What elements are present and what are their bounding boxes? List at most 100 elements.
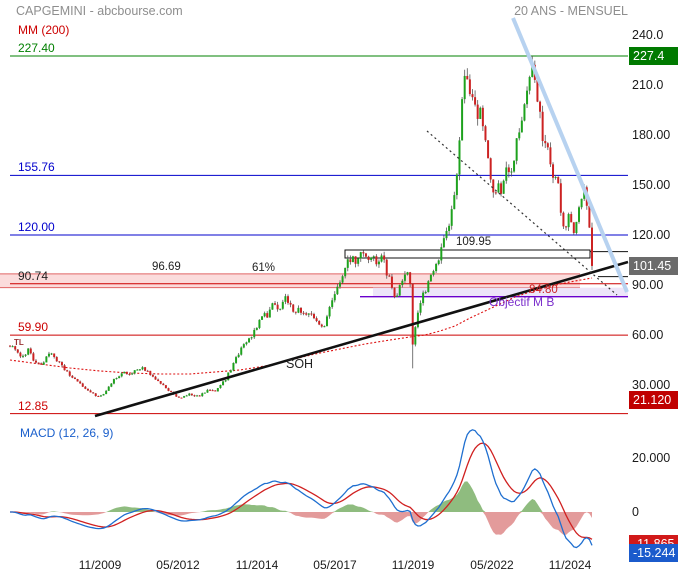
candle-body bbox=[323, 326, 326, 328]
candle-body bbox=[154, 376, 157, 380]
candle-body bbox=[24, 354, 27, 356]
candle-body bbox=[370, 257, 373, 261]
candle-body bbox=[279, 308, 282, 310]
candle-body bbox=[351, 256, 354, 263]
price-level-label: 12.85 bbox=[18, 398, 49, 413]
price-level-label: 90.74 bbox=[18, 268, 49, 283]
candle-body bbox=[559, 183, 562, 213]
candle-body bbox=[437, 260, 440, 264]
candle-body bbox=[507, 167, 510, 173]
candle-body bbox=[341, 276, 344, 283]
candle-body bbox=[219, 385, 222, 389]
candle-body bbox=[170, 390, 173, 392]
annotation-84-80: 84.80 bbox=[529, 284, 558, 296]
macd-axis-tick: 0 bbox=[632, 505, 639, 519]
candle-body bbox=[396, 295, 399, 297]
candle-body bbox=[190, 393, 193, 396]
candle-body bbox=[520, 120, 523, 133]
candle-body bbox=[526, 90, 529, 105]
candle-body bbox=[474, 97, 477, 105]
candle-body bbox=[144, 367, 147, 371]
candle-body bbox=[367, 256, 370, 261]
candle-body bbox=[481, 107, 484, 127]
ath-badge: 227.4 bbox=[629, 47, 678, 65]
candle-body bbox=[229, 370, 232, 373]
candle-body bbox=[554, 176, 557, 178]
candle-body bbox=[510, 171, 513, 173]
candle-body bbox=[235, 357, 238, 363]
candle-body bbox=[570, 214, 573, 223]
candle-body bbox=[546, 143, 549, 148]
candle-body bbox=[476, 104, 479, 119]
candle-body bbox=[76, 379, 79, 382]
candle-body bbox=[492, 179, 495, 193]
candle-body bbox=[572, 222, 575, 233]
price-level-label: 59.90 bbox=[18, 320, 49, 335]
candle-body bbox=[513, 160, 516, 172]
candle-body bbox=[479, 107, 482, 119]
candle-body bbox=[320, 324, 323, 327]
candle-body bbox=[588, 205, 591, 228]
candle-body bbox=[385, 259, 388, 276]
candle-body bbox=[364, 253, 367, 257]
macd-histogram-negative bbox=[10, 512, 592, 535]
price-level-label: 227.40 bbox=[18, 41, 55, 55]
candle-body bbox=[58, 361, 61, 363]
candle-body bbox=[333, 294, 336, 301]
candle-body bbox=[14, 346, 17, 350]
candle-body bbox=[276, 304, 279, 310]
low-level-badge: 21.120 bbox=[629, 390, 678, 409]
candle-body bbox=[578, 207, 581, 222]
candle-body bbox=[411, 284, 414, 345]
price-axis-tick: 240.0 bbox=[632, 28, 664, 42]
candle-body bbox=[489, 158, 492, 180]
candle-body bbox=[196, 395, 199, 397]
candle-body bbox=[274, 303, 277, 305]
candle-body bbox=[487, 140, 490, 159]
candle-body bbox=[383, 255, 386, 260]
candle-body bbox=[115, 378, 118, 380]
candle-body bbox=[146, 370, 149, 372]
candle-body bbox=[37, 362, 40, 364]
candle-body bbox=[453, 195, 456, 210]
candle-body bbox=[206, 389, 209, 393]
candle-body bbox=[289, 302, 292, 305]
last-price-badge: 101.45 bbox=[629, 256, 678, 275]
candle-body bbox=[429, 274, 432, 282]
candle-body bbox=[591, 227, 593, 266]
candle-body bbox=[471, 94, 474, 98]
candle-body bbox=[500, 183, 503, 194]
candle-body bbox=[32, 353, 35, 361]
objective-zone bbox=[373, 287, 628, 297]
price-axis-tick: 180.00 bbox=[632, 128, 671, 142]
candle-body bbox=[354, 256, 357, 264]
annotation-soh: SOH bbox=[286, 357, 314, 371]
candle-body bbox=[177, 396, 180, 398]
price-axis-tick: 120.00 bbox=[632, 228, 671, 242]
candle-body bbox=[294, 311, 297, 313]
candle-body bbox=[21, 355, 24, 357]
candle-body bbox=[409, 272, 412, 285]
candle-body bbox=[105, 390, 108, 395]
candle-body bbox=[442, 238, 445, 248]
candle-body bbox=[393, 287, 396, 297]
candle-body bbox=[157, 379, 160, 382]
candle-body bbox=[336, 286, 339, 295]
x-axis-label: 05/2012 bbox=[156, 558, 200, 572]
annotation-objectif-m-b: Objectif M B bbox=[489, 295, 555, 309]
candle-body bbox=[312, 314, 315, 319]
candle-body bbox=[216, 388, 219, 392]
candle-body bbox=[253, 329, 256, 338]
candle-body bbox=[440, 247, 443, 261]
candle-body bbox=[435, 263, 438, 272]
candle-body bbox=[359, 252, 362, 259]
candle-body bbox=[203, 392, 206, 394]
candle-body bbox=[455, 174, 458, 196]
candle-body bbox=[201, 393, 204, 397]
candle-body bbox=[349, 259, 352, 263]
candle-body bbox=[414, 327, 417, 345]
candle-body bbox=[193, 395, 196, 397]
candle-body bbox=[427, 281, 430, 293]
candle-body bbox=[318, 321, 321, 325]
